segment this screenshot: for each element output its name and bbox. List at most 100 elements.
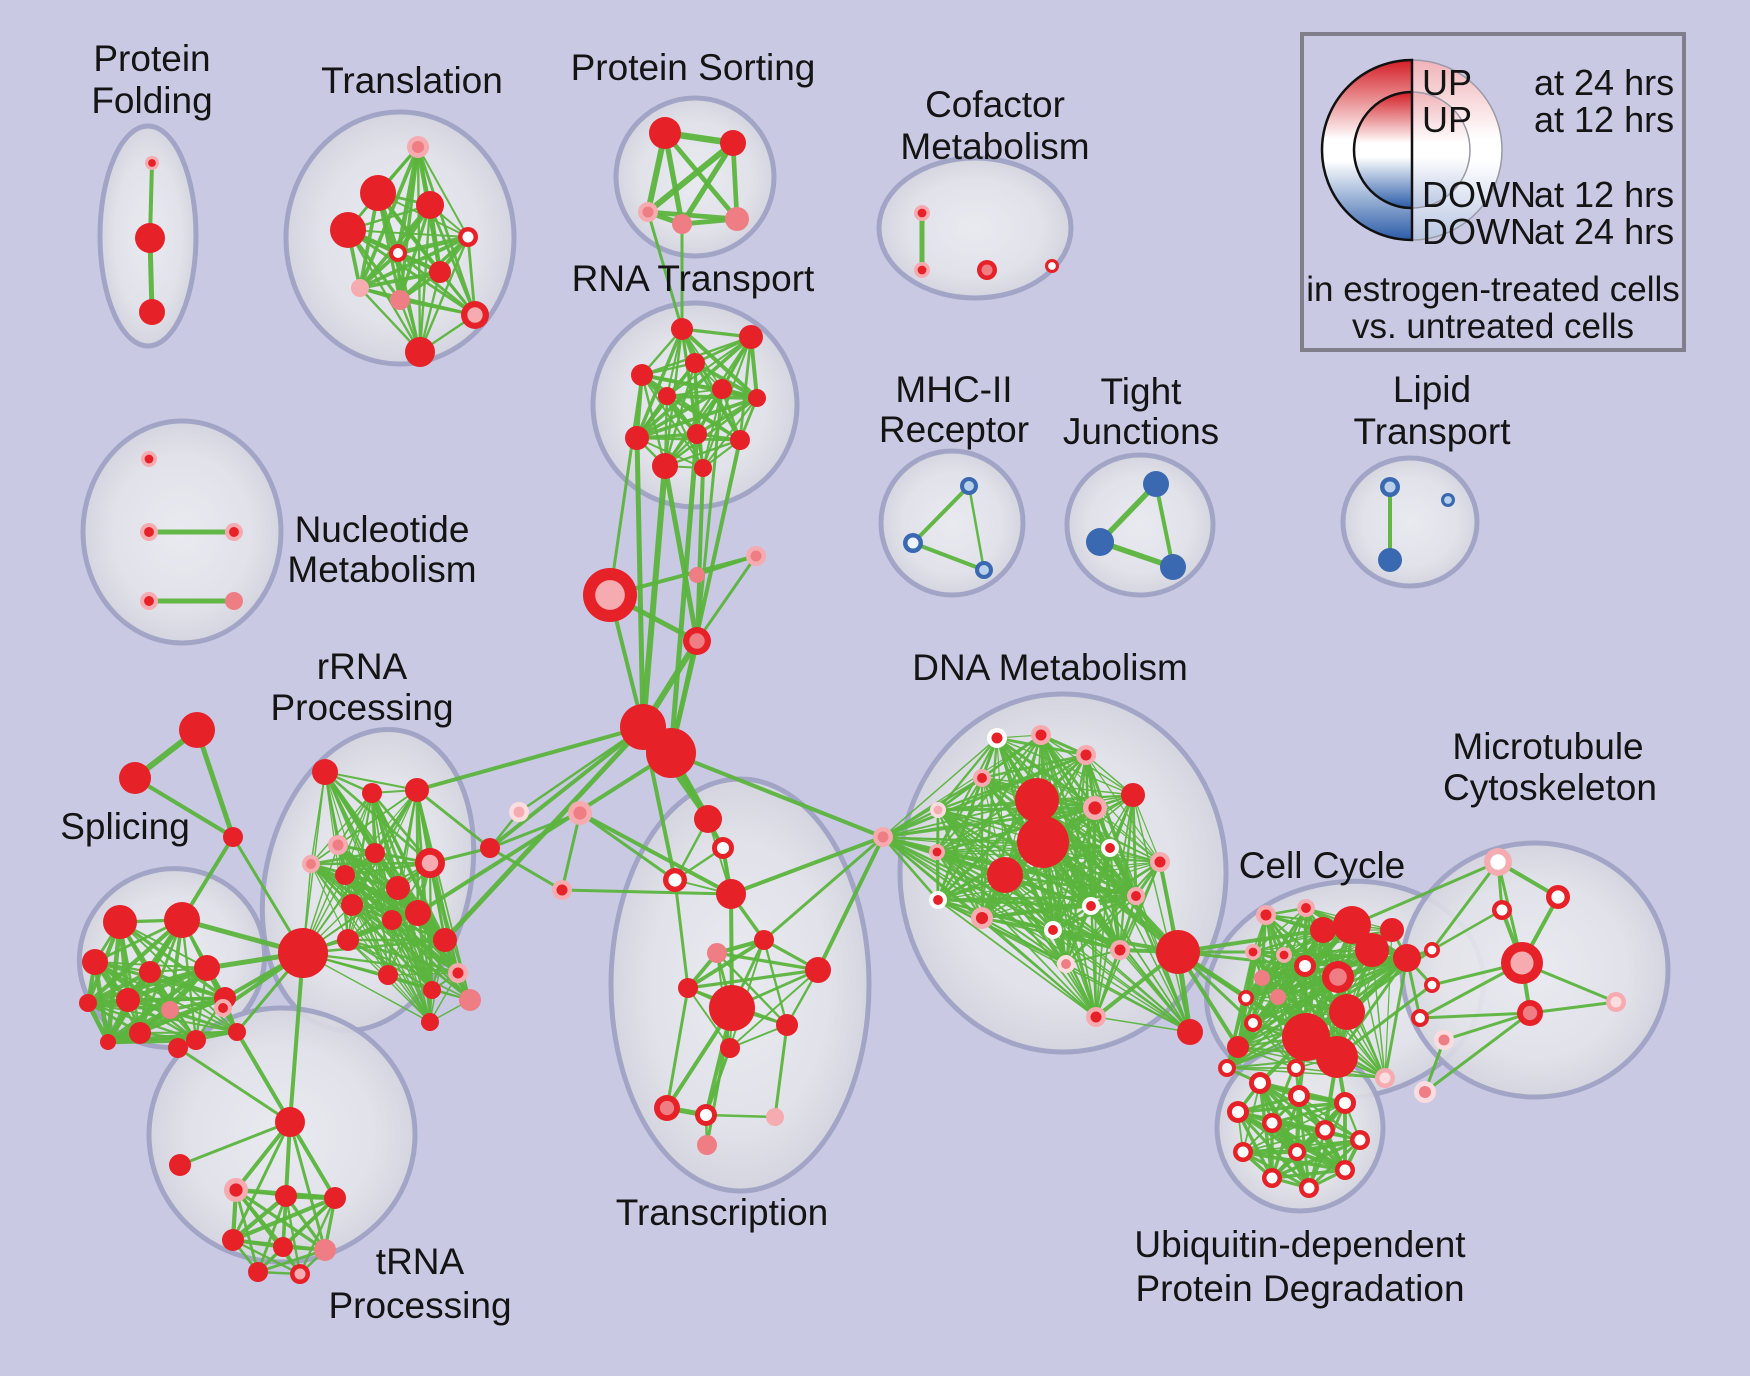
network-node <box>416 191 444 219</box>
network-node <box>330 212 366 248</box>
network-nodes <box>79 117 1626 1284</box>
network-node <box>1310 917 1336 943</box>
network-node <box>461 301 489 329</box>
network-node <box>873 827 893 847</box>
cluster-label: Processing <box>270 687 454 728</box>
cluster-label: Protein Sorting <box>570 47 816 88</box>
network-node <box>929 844 945 860</box>
network-node <box>1380 918 1404 942</box>
network-node <box>1350 1130 1370 1150</box>
legend-row: DOWNat 24 hrs <box>1422 211 1674 253</box>
network-node <box>977 260 997 280</box>
network-node <box>987 857 1023 893</box>
network-node <box>1076 745 1096 765</box>
cluster-label: Processing <box>328 1285 512 1326</box>
network-node <box>423 981 441 999</box>
network-node <box>1238 990 1254 1006</box>
cluster-label: rRNA <box>316 646 408 687</box>
cluster-label: Metabolism <box>287 549 477 590</box>
network-node <box>663 868 687 892</box>
cluster-label: tRNA <box>375 1241 465 1282</box>
network-node <box>273 1237 293 1257</box>
network-node <box>302 855 320 873</box>
cluster-label: Cell Cycle <box>1238 845 1406 886</box>
network-node <box>459 989 481 1011</box>
network-node <box>337 929 359 951</box>
network-node <box>1294 955 1316 977</box>
network-node <box>314 1239 336 1261</box>
network-node <box>1297 899 1315 917</box>
cluster-label: MHC-II <box>895 369 1013 410</box>
network-node <box>1375 1068 1395 1088</box>
network-node <box>971 907 993 929</box>
network-node <box>1110 940 1130 960</box>
legend-box: UP at 24 hrs UP at 12 hrs DOWNat 12 hrs DO… <box>1300 32 1686 352</box>
cluster-label: Protein <box>93 38 211 79</box>
network-node <box>766 1108 784 1126</box>
network-node <box>1288 1143 1306 1161</box>
network-node <box>1254 970 1270 986</box>
network-node <box>360 175 396 211</box>
network-node <box>658 387 676 405</box>
network-node <box>975 561 993 579</box>
cluster-label: Transcription <box>615 1192 829 1233</box>
network-node <box>386 876 410 900</box>
network-node <box>685 353 705 373</box>
network-node <box>1322 961 1354 993</box>
network-node <box>739 325 763 349</box>
network-node <box>1015 778 1059 822</box>
network-node <box>351 279 369 297</box>
network-node <box>225 592 243 610</box>
network-node <box>716 879 746 909</box>
cluster-label: Ubiquitin-dependent <box>1134 1224 1466 1265</box>
cluster-label: Receptor <box>878 409 1030 450</box>
cluster-label: DNA Metabolism <box>912 647 1188 688</box>
network-node <box>1121 783 1145 807</box>
network-node <box>649 117 681 149</box>
legend-direction-label: DOWN <box>1422 174 1536 215</box>
network-node <box>1299 1178 1319 1198</box>
network-node <box>116 988 140 1012</box>
network-node <box>1086 1007 1106 1027</box>
network-node <box>290 1264 310 1284</box>
network-node <box>1287 1059 1305 1077</box>
network-node <box>625 426 649 450</box>
network-node <box>1143 471 1169 497</box>
network-node <box>365 843 385 863</box>
network-node <box>654 1095 680 1121</box>
legend-direction-label: UP <box>1422 62 1473 103</box>
network-node <box>405 900 431 926</box>
network-node <box>1249 1072 1271 1094</box>
network-node <box>1606 992 1626 1012</box>
network-node <box>1057 955 1075 973</box>
network-node <box>407 136 429 158</box>
network-node <box>678 978 698 998</box>
network-node <box>1335 1160 1355 1180</box>
network-node <box>458 227 478 247</box>
network-node <box>1517 1000 1543 1026</box>
cluster-label: Cofactor <box>925 84 1065 125</box>
cluster-label: Microtubule <box>1452 726 1644 767</box>
network-node <box>129 1022 151 1044</box>
network-node <box>224 1178 248 1202</box>
network-node <box>1150 852 1170 872</box>
network-node <box>1227 1036 1249 1058</box>
network-node <box>169 1154 191 1176</box>
network-node <box>362 783 382 803</box>
network-node <box>275 1185 297 1207</box>
network-node <box>1017 816 1069 868</box>
network-node <box>1270 989 1286 1005</box>
network-node <box>79 994 97 1012</box>
cluster-label: Protein Degradation <box>1135 1268 1465 1309</box>
legend-time-label: at 12 hrs <box>1534 99 1675 140</box>
network-node <box>1045 259 1059 273</box>
network-node <box>415 848 445 878</box>
network-node <box>671 318 693 340</box>
network-node <box>1218 1059 1236 1077</box>
network-node <box>694 459 712 477</box>
legend-time-label: at 12 hrs <box>1534 174 1675 215</box>
network-node <box>1086 528 1114 556</box>
network-node <box>1378 548 1402 572</box>
